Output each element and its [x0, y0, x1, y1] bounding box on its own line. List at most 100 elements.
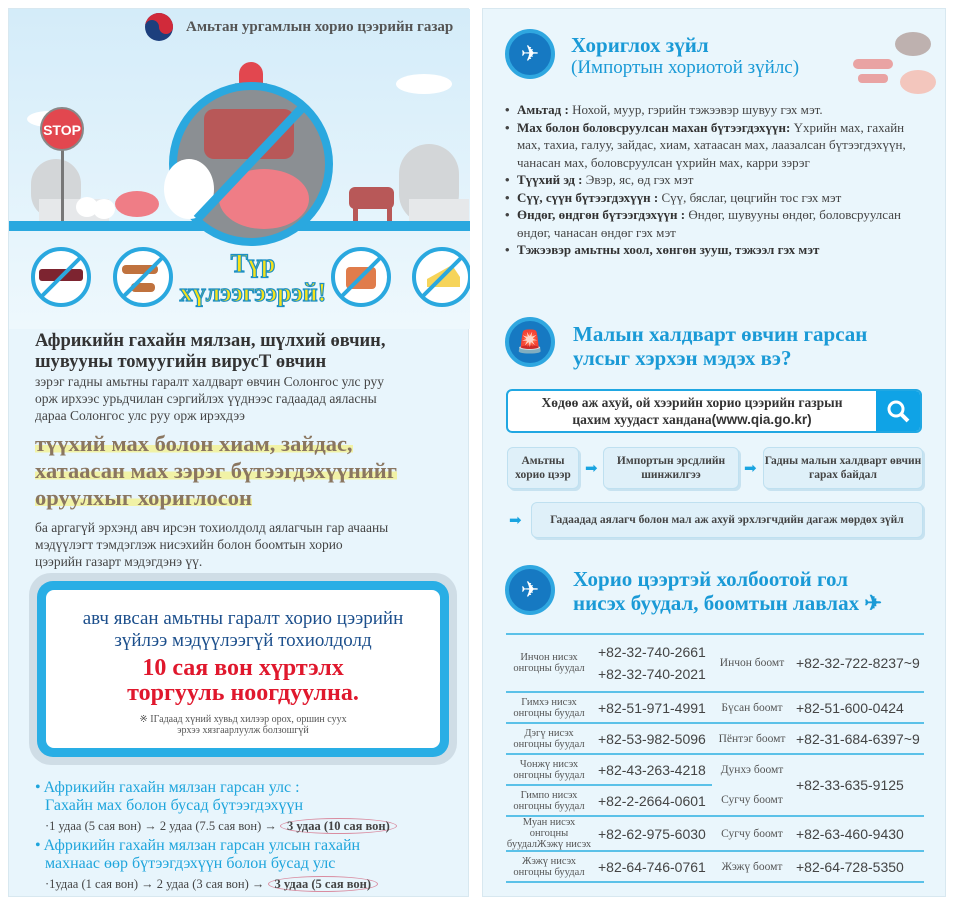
table-row: Гимхэ нисэх онгоцны буудал +82-51-971-499… [506, 691, 924, 724]
search-text: Хөдөө аж ахуй, ой хээрийн хорио цээрийн … [541, 395, 843, 410]
intro-paragraph: цээрийн газарт мэдэгдэнэ үү. [35, 554, 203, 569]
phone-number: +82-51-971-4991 [592, 691, 712, 724]
intro-paragraph: орж ирхээс урьдчилан сэргийлэх үүднээс г… [35, 391, 377, 406]
list-item: Тэжээвэр амьтны хоол, хөнгөн зууш, тэжээ… [505, 241, 925, 259]
phone-number: +82-64-728-5350 [792, 850, 924, 883]
port-name: Бүсан боомт [712, 691, 792, 724]
intro-text: Африкийн гахайн мялзан, шүлхий өвчин, шув… [35, 331, 455, 570]
warning-note: эрхээ хязгаарлуулж болзошгүй [177, 725, 309, 736]
banned-dried-meat-icon [31, 247, 91, 307]
highlight-text: түүхий мах болон хиам, зайдас, [35, 431, 353, 456]
cow-icon [349, 187, 394, 222]
intro-paragraph: зэрэг гадны амьтны гаралт халдварт өвчин… [35, 374, 384, 389]
svg-text:Түр: Түр [231, 249, 276, 278]
list-item: Түүхий эд : Эвэр, яс, өд гэх мэт [505, 171, 925, 189]
svg-text:STOP: STOP [43, 122, 81, 138]
alarm-siren-icon: 🚨 [505, 317, 555, 367]
port-name: Пёнтэг боомт [712, 722, 792, 755]
highlight-text: оруулхыг хориглосон [35, 485, 252, 510]
warning-note: ※ IГадаад хүний хувьд хилээр орох, оршин… [139, 714, 347, 725]
phone-number: +82-64-746-0761 [592, 850, 712, 883]
fine-item: Африкийн гахайн мялзан гарсан улсын гаха… [35, 837, 465, 895]
list-item: Мах болон боловсруулсан махан бүтээгдэхү… [505, 119, 925, 172]
meat-products-icon [853, 32, 936, 94]
contact-directory-table: Инчон нисэх онгоцны буудал +82-32-740-266… [506, 633, 924, 883]
intro-heading: шувууны томуугийн вирусТ өвчин [35, 352, 327, 372]
table-row: Инчон нисэх онгоцны буудал +82-32-740-266… [506, 633, 924, 693]
right-info-panel: ✈ Хориглох зүйл (Импортын хориотой зүйлс… [482, 8, 946, 897]
table-row: Гимпо нисэх онгоцны буудал +82-2-2664-060… [506, 784, 924, 817]
airport-name: Инчон нисэх онгоцны буудал [506, 633, 592, 693]
flow-step-traveler-rules[interactable]: Гадаадад аялагч болон мал аж ахуй эрхлэг… [531, 502, 923, 538]
list-item: Сүү, сүүн бүтээгдэхүүн : Сүү, бяслаг, цө… [505, 189, 925, 207]
fine-title: Африкийн гахайн мялзан гарсан улс : [43, 779, 300, 796]
airplane-icon: ✈ [864, 591, 882, 615]
airport-name: Гимпо нисэх онгоцны буудал [506, 784, 592, 817]
phone-number: +82-32-722-8237~9 [792, 633, 924, 693]
airport-name: Муан нисэх онгоцны буудалЖэжү нисэх [506, 815, 592, 852]
arrow-right-icon: ➡ [509, 513, 522, 529]
airport-name: Жэжү нисэх онгоцны буудал [506, 850, 592, 883]
hero-illustration: STOP Түр хүлээгээрэй! [9, 9, 470, 329]
table-row: Муан нисэх онгоцны буудалЖэжү нисэх +82-6… [506, 815, 924, 852]
pig-icon [115, 191, 159, 217]
flow-step-disease-status[interactable]: Гадны малын халдварт өвчин гарах байдал [763, 447, 923, 489]
qia-website-search[interactable]: Хөдөө аж ахуй, ой хээрийн хорио цээрийн … [506, 389, 922, 433]
phone-number: +82-51-600-0424 [792, 691, 924, 724]
fine-schedule: Африкийн гахайн мялзан гарсан улс :Гахай… [35, 779, 465, 895]
intro-paragraph: ба аргагүй эрхэнд авч ирсэн тохиолдолд а… [35, 520, 389, 535]
phone-number: +82-31-684-6397~9 [792, 722, 924, 755]
airport-name: Дэгү нисэх онгоцны буудал [506, 722, 592, 755]
phone-number: +82-2-2664-0601 [592, 784, 712, 817]
phone-number: +82-63-460-9430 [792, 815, 924, 852]
fine-sequence: ·1 удаа (5 сая вон) → 2 удаа (7.5 сая во… [45, 819, 277, 833]
arrow-right-icon: ➡ [744, 461, 757, 477]
agency-title: Амьтан ургамлын хорио цээрийн газар [186, 19, 454, 35]
search-text: цахим хуудаст хандана [572, 412, 712, 427]
phone-number: +82-32-740-2021 [598, 666, 706, 682]
passport-ban-icon: ✈ [505, 29, 555, 79]
port-name: Сугчу боомт [712, 785, 792, 817]
left-poster-panel: STOP Түр хүлээгээрэй! Амьтан ургамлын хо… [8, 8, 470, 897]
fine-item: Африкийн гахайн мялзан гарсан улс :Гахай… [35, 779, 465, 837]
fine-title: Африкийн гахайн мялзан гарсан улсын гаха… [43, 837, 361, 854]
fine-amount: торгууль ноогдуулна. [127, 680, 359, 706]
flow-step-import-risk[interactable]: Импортын эрсдлийн шинжилгээ [603, 447, 739, 489]
section-title: Малын халдварт өвчин гарсан [573, 322, 868, 346]
website-link[interactable]: (www.qia.go.kr) [711, 412, 812, 427]
section-title: Хориглох зүйл [571, 33, 709, 57]
stop-sign-icon: STOP [40, 107, 84, 224]
fine-title: Гахайн мах болон бусад бүтээгдэхүүн [45, 797, 304, 814]
table-row: Дэгү нисэх онгоцны буудал +82-53-982-5096… [506, 722, 924, 755]
phone-number: +82-43-263-4218 [592, 753, 712, 786]
section-subtitle: (Импортын хориотой зүйлс) [571, 57, 800, 78]
warning-line: зүйлээ мэдүүлээгүй тохиолдолд [114, 630, 372, 651]
search-icon[interactable] [876, 391, 920, 431]
airport-name: Чонжү нисэх онгоцны буудал [506, 753, 592, 786]
section-title: Хорио цээртэй холбоотой гол [573, 567, 849, 591]
wait-banner: Түр хүлээгээрэй! [179, 248, 327, 307]
port-name: Инчон боомт [712, 633, 792, 693]
intro-heading: Африкийн гахайн мялзан, шүлхий өвчин, [35, 331, 386, 351]
port-name: Сугчу боомт [712, 815, 792, 852]
intro-paragraph: мэдүүлэгт тэмдэглэж нисэхийн болон боомт… [35, 537, 343, 552]
flow-step-animal-quarantine[interactable]: Амьтны хорио цээр [507, 447, 579, 489]
list-item: Амьтад : Нохой, муур, гэрийн тэжээвэр шу… [505, 101, 925, 119]
intro-paragraph: дараа Солонгос улс руу орж ирэхдээ [35, 408, 245, 423]
phone-number: +82-33-635-9125 [792, 753, 924, 817]
table-row: Чонжү нисэх онгоцны буудал +82-43-263-421… [506, 753, 924, 817]
banned-cheese-icon [412, 247, 470, 307]
airport-port-icon: ✈ [505, 565, 555, 615]
airport-name: Гимхэ нисэх онгоцны буудал [506, 691, 592, 724]
prohibited-animals-icon [164, 82, 333, 246]
fine-max: 3 удаа (5 сая вон) [267, 876, 378, 892]
phone-number: +82-53-982-5096 [592, 722, 712, 755]
fine-title: махнаас өөр бүтээгдэхүүн болон бусад улс [45, 855, 336, 872]
prohibited-items-list: Амьтад : Нохой, муур, гэрийн тэжээвэр шу… [505, 101, 925, 259]
section-title: улсыг хэрхэн мэдэх вэ? [573, 346, 792, 370]
table-row: Жэжү нисэх онгоцны буудал +82-64-746-0761… [506, 850, 924, 883]
logo-icon [145, 13, 173, 41]
section-title: нисэх буудал, боомтын лавлах ✈ [573, 591, 882, 615]
fine-sequence: ·1удаа (1 сая вон) → 2 удаа (3 сая вон) … [45, 877, 265, 891]
fine-warning-box: авч явсан амьтны гаралт хорио цээрийн зү… [29, 573, 457, 765]
